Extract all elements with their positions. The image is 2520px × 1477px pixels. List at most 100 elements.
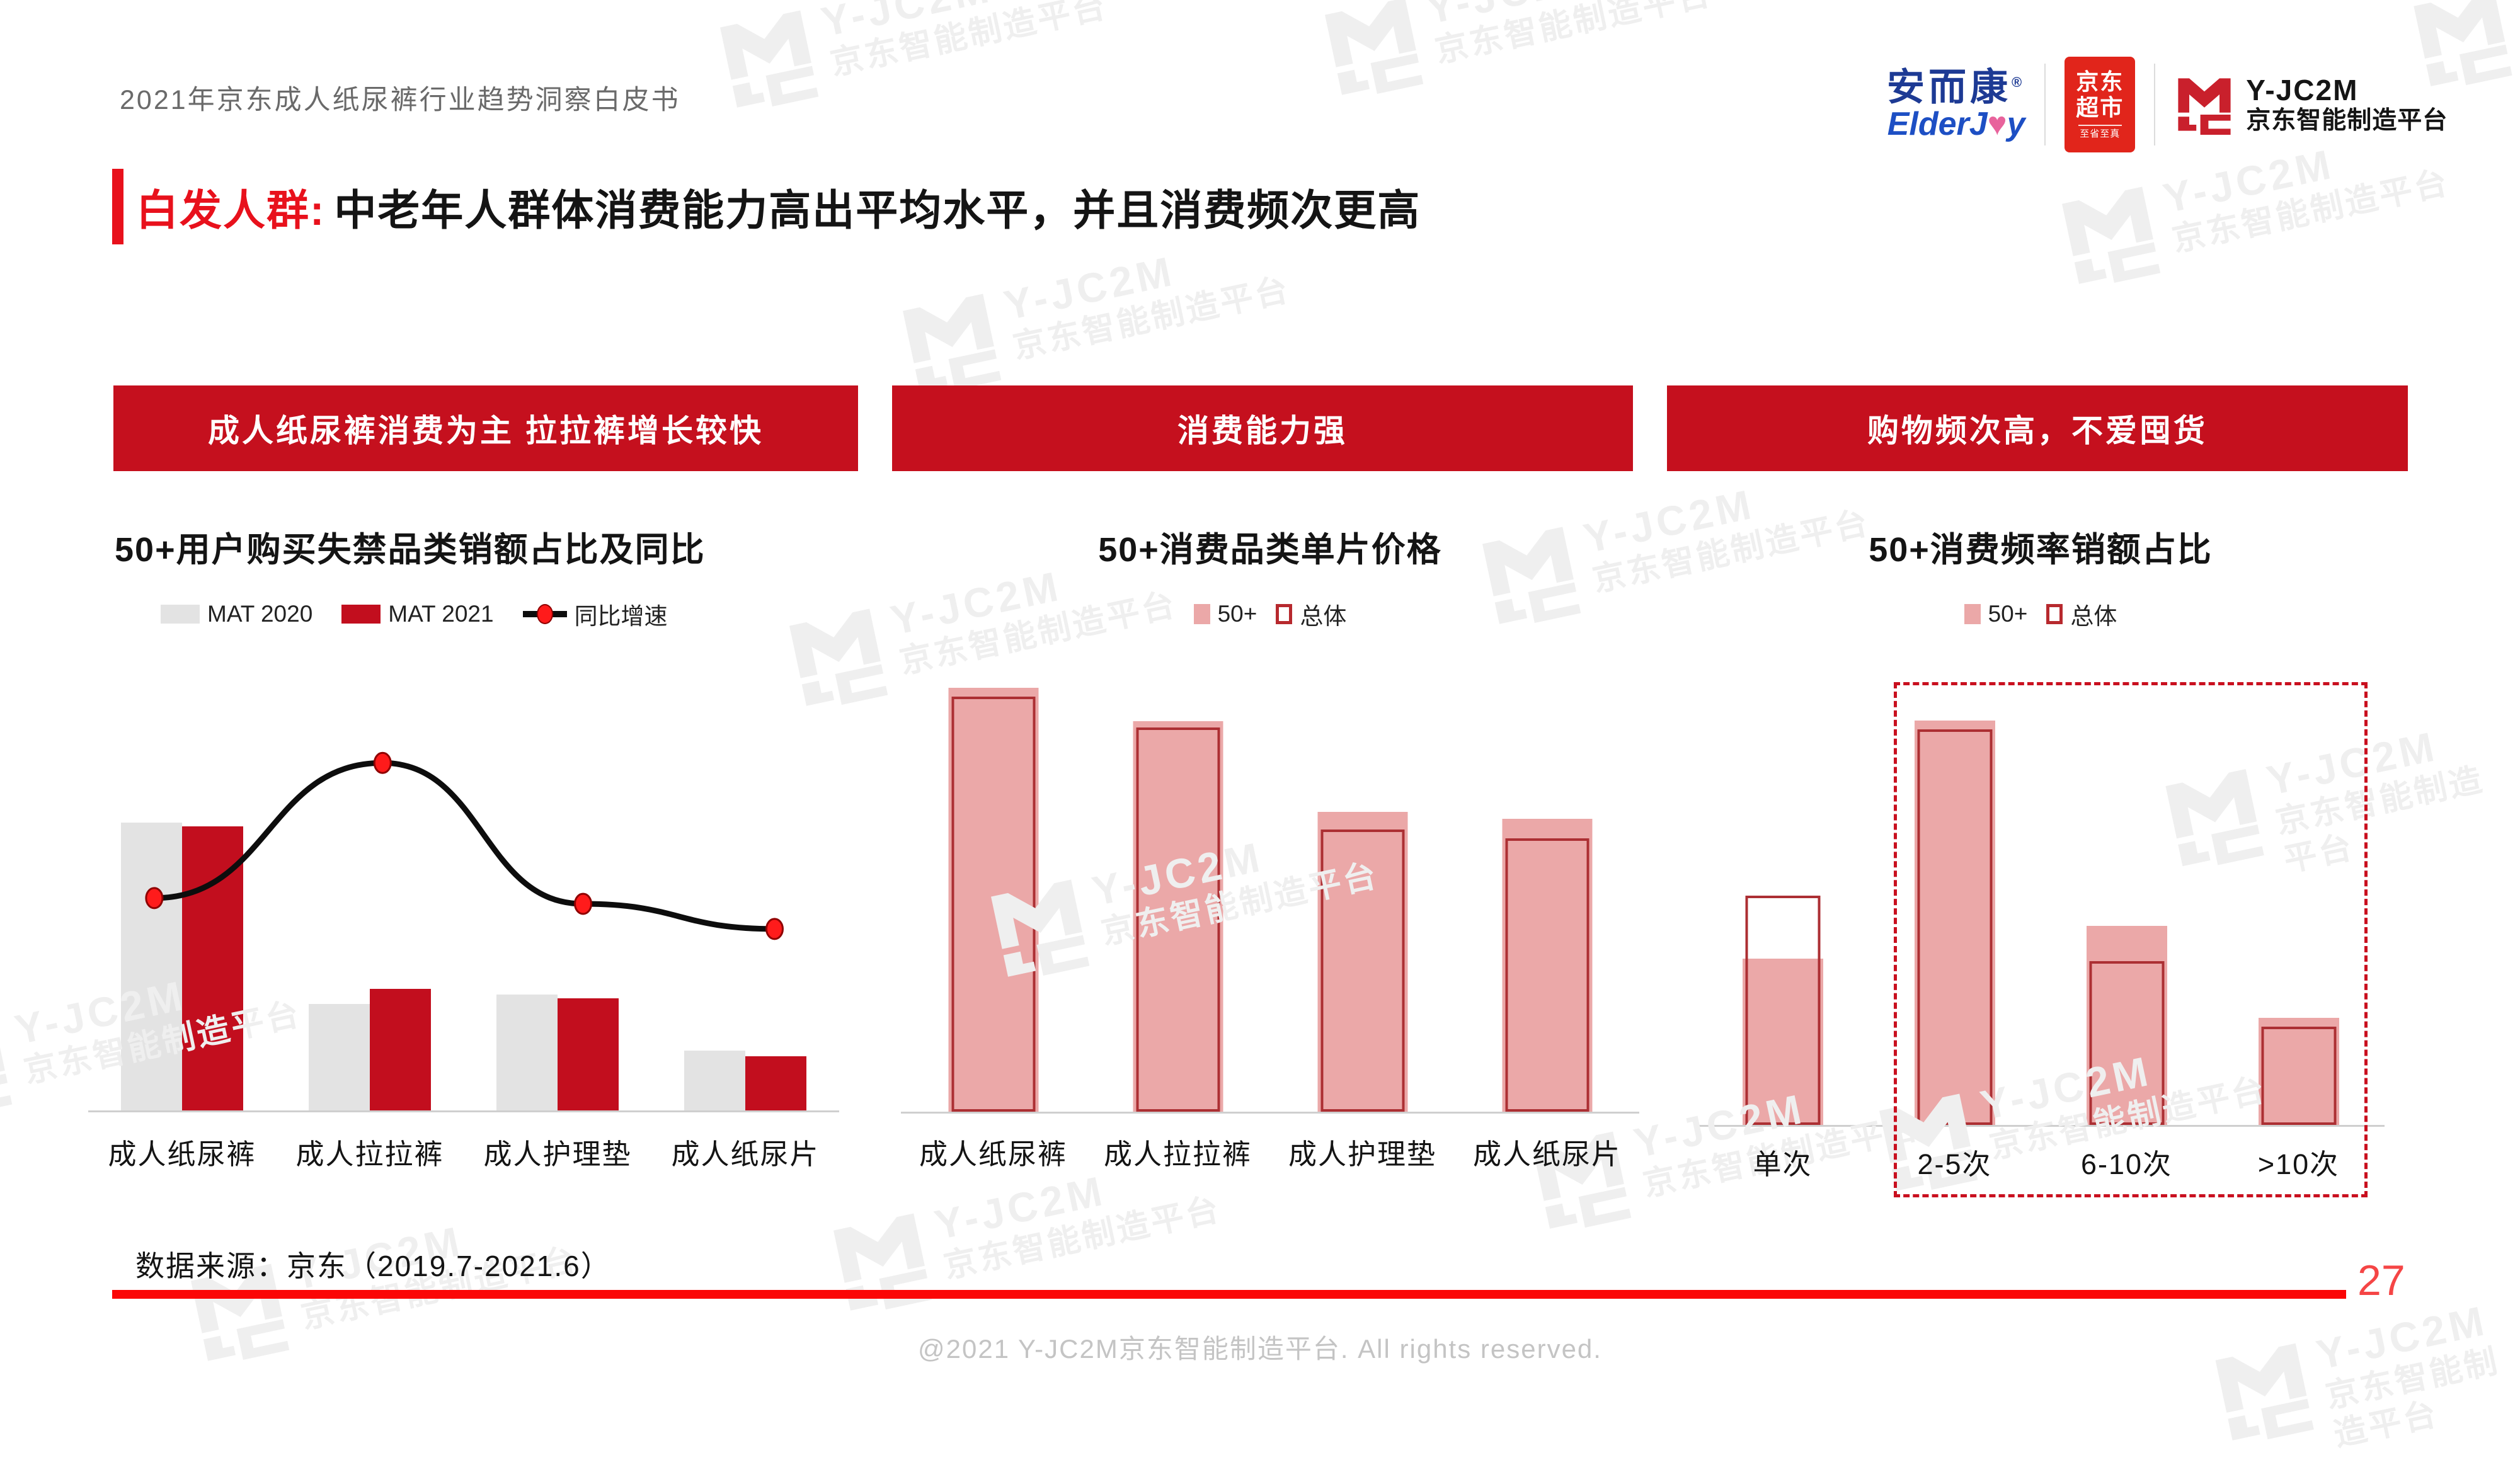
bar-group-成人护理垫 (464, 724, 651, 1110)
watermark: Y-JC2M京东智能制造平台 (1317, 0, 1718, 103)
legend-item-growth: 同比增速 (522, 597, 668, 631)
chart1-legend: MAT 2020 MAT 2021 同比增速 (161, 597, 668, 631)
bar-group-单次 (1697, 688, 1869, 1125)
document-title: 2021年京东成人纸尿裤行业趋势洞察白皮书 (120, 85, 680, 115)
chart3-x-axis-labels: 单次 2-5次 6-10次 >10次 (1697, 1141, 2385, 1182)
chart3-title: 50+消费频率销额占比 (1869, 531, 2213, 569)
bar-50plus (1742, 959, 1823, 1125)
legend-item-mat2020: MAT 2020 (161, 601, 312, 627)
bar-group-成人拉拉裤 (1085, 668, 1270, 1112)
chart2-title: 50+消费品类单片价格 (1098, 531, 1442, 569)
heart-icon: ♥ (1987, 106, 2007, 143)
x-axis-label: 成人纸尿裤 (108, 1138, 256, 1170)
x-axis-label: 成人拉拉裤 (295, 1138, 444, 1170)
chart3-plot-area (1697, 688, 2385, 1127)
bar-group-成人纸尿裤 (901, 668, 1085, 1112)
highlight-dashed-box (1894, 682, 2368, 1197)
bar-overall (1505, 838, 1589, 1112)
jc2m-logo: Y-JC2M 京东智能制造平台 (2174, 74, 2448, 135)
hollow-swatch-icon (2046, 604, 2063, 624)
legend-item-overall: 总体 (2046, 597, 2117, 631)
jc2m-brand-text: Y-JC2M (2246, 74, 2359, 107)
x-axis-label: 成人纸尿裤 (919, 1138, 1067, 1170)
bar-50plus (1914, 721, 1995, 1125)
growth-line (145, 751, 784, 940)
elderjoy-logo: 安而康® ElderJ♥y (1887, 67, 2025, 142)
x-axis-label: 成人纸尿片 (1472, 1138, 1621, 1170)
bar-group-成人纸尿裤 (88, 724, 276, 1110)
x-axis-label: 成人拉拉裤 (1103, 1138, 1252, 1170)
chart1-title: 50+用户购买失禁品类销额占比及同比 (115, 531, 706, 569)
bar-group->10次 (2213, 688, 2385, 1125)
x-axis-label: 成人纸尿片 (671, 1138, 820, 1170)
legend-item-50plus: 50+ (1964, 601, 2027, 627)
bar-group-成人纸尿片 (1455, 668, 1639, 1112)
bar-mat2021 (370, 988, 431, 1110)
legend-item-50plus: 50+ (1193, 601, 1257, 627)
bar-50plus (1133, 721, 1223, 1112)
jd-badge-line1: 京东 (2076, 69, 2124, 95)
banner-spending-power: 消费能力强 (892, 385, 1633, 471)
line-marker-icon (522, 604, 567, 624)
bar-group-6-10次 (2041, 688, 2213, 1125)
bar-group-成人纸尿片 (651, 724, 839, 1110)
bar-overall (2089, 961, 2164, 1125)
jd-badge-line2: 超市 (2076, 94, 2124, 120)
bar-50plus (2086, 926, 2167, 1125)
bar-mat2020 (121, 823, 182, 1110)
legend-item-overall: 总体 (1276, 597, 1346, 631)
page-heading: 白发人群: 中老年人群体消费能力高出平均水平，并且消费频次更高 (112, 169, 1421, 244)
legend-item-mat2021: MAT 2021 (341, 601, 494, 627)
x-axis-label: 2-5次 (1917, 1148, 1992, 1180)
bar-mat2020 (309, 1004, 370, 1110)
elderjoy-en-wordmark: ElderJ♥y (1887, 106, 2025, 143)
elderjoy-cn-wordmark: 安而康® (1887, 66, 2026, 109)
jd-supermarket-badge: 京东 超市 至省至真 (2065, 57, 2136, 152)
heading-text: 中老年人群体消费能力高出平均水平，并且消费频次更高 (334, 186, 1421, 234)
copyright-text: @2021 Y-JC2M京东智能制造平台. All rights reserve… (918, 1334, 1602, 1364)
jd-badge-tagline: 至省至真 (2080, 128, 2121, 139)
registered-mark-icon: ® (2012, 74, 2026, 91)
chart1-plot-area (88, 724, 839, 1112)
banner-frequency: 购物频次高，不爱囤货 (1667, 385, 2408, 471)
bar-overall (951, 696, 1035, 1112)
line-marker (574, 892, 593, 915)
divider (2154, 64, 2156, 145)
line-marker (373, 751, 392, 774)
bar-group-成人护理垫 (1270, 668, 1455, 1112)
bar-mat2020 (496, 995, 558, 1110)
bar-overall (1136, 727, 1220, 1112)
pink-swatch-icon (1964, 604, 1981, 624)
bar-group-2-5次 (1869, 688, 2041, 1125)
bar-overall (1745, 895, 1820, 1125)
bar-group-成人拉拉裤 (276, 724, 464, 1110)
banner-category-structure: 成人纸尿裤消费为主 拉拉裤增长较快 (113, 385, 858, 471)
jc2m-mark-icon (2178, 78, 2231, 135)
heading-tag: 白发人群: (136, 186, 326, 234)
chart3-legend: 50+ 总体 (1697, 597, 2385, 631)
chart2-plot-area (901, 668, 1639, 1114)
bar-overall (2261, 1026, 2336, 1125)
data-source-note: 数据来源：京东（2019.7-2021.6） (135, 1250, 611, 1282)
heading-accent-bar (112, 169, 123, 244)
x-axis-label: 成人护理垫 (483, 1138, 632, 1170)
bar-mat2021 (745, 1056, 806, 1110)
bar-mat2020 (684, 1051, 745, 1110)
bar-mat2021 (558, 998, 619, 1110)
gray-swatch-icon (161, 605, 200, 624)
x-axis-label: 6-10次 (2080, 1148, 2173, 1180)
x-axis-label: >10次 (2257, 1148, 2340, 1180)
bar-mat2021 (182, 826, 243, 1110)
line-marker (145, 887, 164, 910)
page-number: 27 (2357, 1257, 2405, 1304)
bar-50plus (1502, 818, 1592, 1112)
hollow-swatch-icon (1276, 604, 1293, 624)
x-axis-label: 单次 (1753, 1148, 1813, 1180)
jc2m-name-text: 京东智能制造平台 (2246, 107, 2448, 135)
footer-rule (112, 1290, 2346, 1299)
pink-swatch-icon (1193, 604, 1210, 624)
bar-50plus (1317, 812, 1407, 1112)
line-marker (765, 918, 784, 940)
